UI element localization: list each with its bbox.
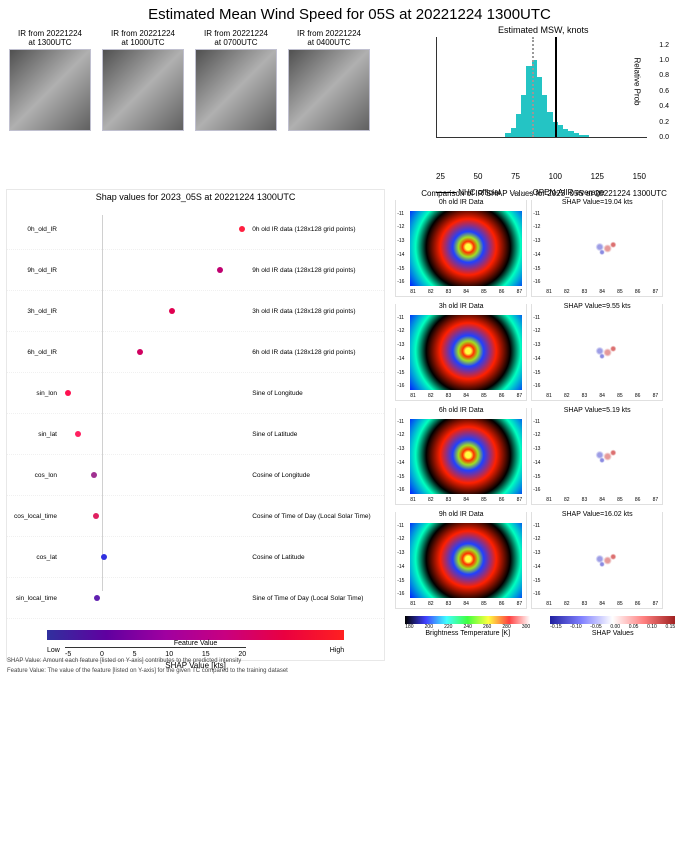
shap-feature-row: 9h_old_IR9h old IR data (128x128 grid po…	[7, 250, 384, 291]
shap-feature-row: sin_lonSine of Longitude	[7, 373, 384, 414]
btemp-colorbar	[405, 616, 530, 624]
shapv-label: SHAP Values	[540, 630, 685, 637]
ir-shap-comparison: Comparison of IR SHAP Values for 2023_05…	[395, 189, 693, 661]
ir-thumbnail: IR from 20221224at 1300UTC	[6, 29, 94, 169]
shap-value-chart: Shap values for 2023_05S at 20221224 130…	[6, 189, 385, 661]
shap-feature-row: sin_latSine of Latitude	[7, 414, 384, 455]
shap-feature-row: cos_lonCosine of Longitude	[7, 455, 384, 496]
shap-feature-row: 3h_old_IR3h old IR data (128x128 grid po…	[7, 291, 384, 332]
shap-feature-row: cos_latCosine of Latitude	[7, 537, 384, 578]
legend-openaiir: OPEN-AIIR average	[533, 188, 605, 197]
shap-feature-row: 0h_old_IR0h old IR data (128x128 grid po…	[7, 209, 384, 250]
shap-feature-row: sin_local_timeSine of Time of Day (Local…	[7, 578, 384, 619]
shapv-colorbar	[550, 616, 675, 624]
histogram-chart: Estimated MSW, knots Relative Prob 0.00.…	[408, 29, 678, 169]
cbar-high: High	[330, 647, 344, 654]
legend-nhc: NHC official	[458, 188, 500, 197]
ir-thumbnail-strip: IR from 20221224at 1300UTCIR from 202212…	[6, 29, 373, 169]
shap-feature-row: 6h_old_IR6h old IR data (128x128 grid po…	[7, 332, 384, 373]
ir-thumbnail: IR from 20221224at 0700UTC	[192, 29, 280, 169]
page-title: Estimated Mean Wind Speed for 05S at 202…	[6, 6, 693, 23]
ir-thumbnail: IR from 20221224at 0400UTC	[285, 29, 373, 169]
cbar-title: Feature Value	[7, 640, 384, 647]
comparison-row: 9h old IR Data-11-12-13-14-15-1681828384…	[395, 510, 693, 610]
histogram-title: Estimated MSW, knots	[498, 25, 589, 35]
shap-feature-row: cos_local_timeCosine of Time of Day (Loc…	[7, 496, 384, 537]
comparison-row: 0h old IR Data-11-12-13-14-15-1681828384…	[395, 198, 693, 298]
histogram-ylabel: Relative Prob	[632, 57, 641, 105]
btemp-label: Brightness Temperature [K]	[395, 630, 540, 637]
comparison-row: 6h old IR Data-11-12-13-14-15-1681828384…	[395, 406, 693, 506]
histogram-xticks: 255075100125150	[436, 172, 646, 181]
shap-title: Shap values for 2023_05S at 20221224 130…	[7, 190, 384, 204]
feature-value-colorbar	[47, 630, 344, 640]
shap-xlabel: SHAP Value [kts]	[7, 661, 384, 670]
comparison-row: 3h old IR Data-11-12-13-14-15-1681828384…	[395, 302, 693, 402]
cbar-low: Low	[47, 647, 60, 654]
ir-thumbnail: IR from 20221224at 1000UTC	[99, 29, 187, 169]
